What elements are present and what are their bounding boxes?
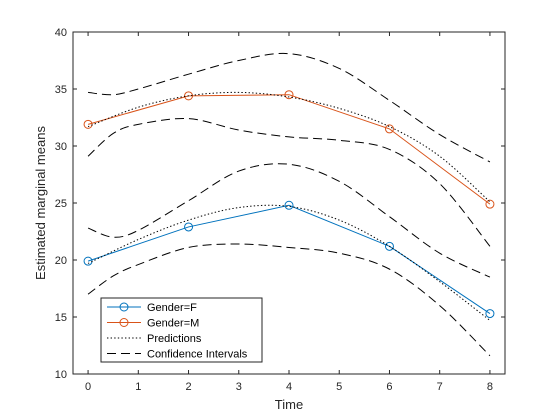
gender-m-point-1 (83, 119, 93, 129)
legend-marker-gender-m (119, 318, 129, 327)
gender-m-point-5 (485, 199, 495, 209)
legend-label-gender-m: Gender=M (147, 318, 199, 330)
x-tick-label: 1 (135, 381, 141, 393)
gender-f-point-3 (284, 200, 294, 210)
legend-label-predictions: Predictions (147, 333, 202, 345)
x-tick-label: 4 (286, 381, 292, 393)
confidence-intervals-curve-4 (87, 118, 491, 247)
gender-f-point-2 (184, 222, 194, 232)
plot-series-group (83, 52, 495, 357)
gender-f-point-5 (485, 309, 495, 319)
y-tick-label: 35 (55, 84, 67, 96)
x-tick-label: 0 (85, 381, 91, 393)
confidence-intervals-curve-3 (88, 52, 491, 163)
legend-label-gender-f: Gender=F (147, 302, 197, 314)
gender-m-point-3 (284, 90, 294, 100)
x-tick-label: 2 (185, 381, 191, 393)
confidence-intervals-curve-2 (87, 243, 491, 357)
y-tick-label: 40 (55, 27, 67, 39)
predictions-curve-1 (87, 204, 491, 321)
x-tick-label: 5 (336, 381, 342, 393)
plot-area (83, 52, 495, 357)
x-tick-label: 7 (437, 381, 443, 393)
x-tick-label: 8 (487, 381, 493, 393)
gender-m-point-4 (384, 124, 394, 134)
legend-marker-gender-f (119, 302, 129, 312)
x-tick-label: 6 (386, 381, 392, 393)
gender-m-point-2 (184, 91, 194, 101)
gender-f-point-4 (384, 241, 394, 251)
x-axis-label: Time (275, 397, 303, 412)
y-tick-label: 20 (55, 255, 67, 267)
y-tick-label: 10 (55, 369, 67, 381)
gender-m-line (87, 94, 491, 205)
predictions-curve-2 (87, 91, 491, 203)
legend: Gender=F Gender=M Predictions Confidence In… (100, 297, 263, 363)
y-tick-label: 25 (55, 198, 67, 210)
confidence-intervals-curve-1 (87, 163, 491, 278)
x-tick-label: 3 (236, 381, 242, 393)
y-tick-label: 15 (55, 312, 67, 324)
legend-label-confidence-intervals: Confidence Intervals (147, 349, 248, 361)
y-axis-label: Estimated marginal means (33, 126, 48, 280)
axes: 0 1 2 3 4 5 6 7 8 10 15 20 25 30 35 40 (55, 27, 506, 393)
y-tick-label: 30 (55, 141, 67, 153)
